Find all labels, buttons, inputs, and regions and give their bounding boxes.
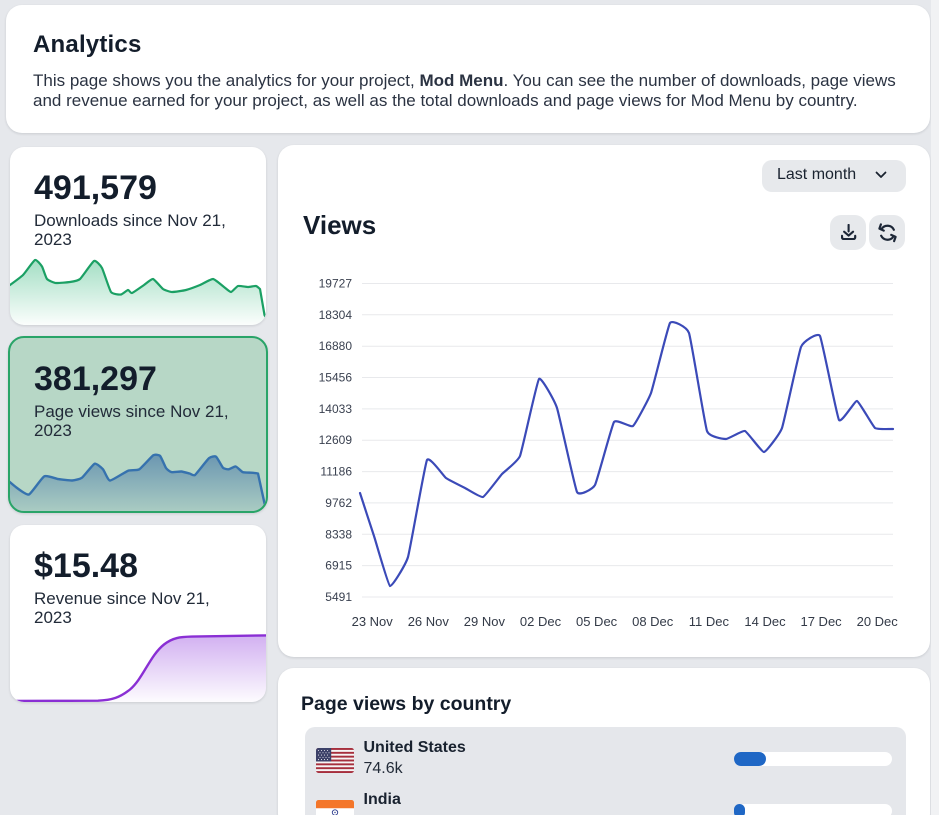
svg-text:29 Nov: 29 Nov xyxy=(464,614,506,629)
svg-text:02 Dec: 02 Dec xyxy=(520,614,562,629)
svg-text:19727: 19727 xyxy=(319,277,353,291)
svg-text:08 Dec: 08 Dec xyxy=(632,614,674,629)
svg-text:5491: 5491 xyxy=(325,590,352,604)
svg-text:05 Dec: 05 Dec xyxy=(576,614,618,629)
svg-text:20 Dec: 20 Dec xyxy=(857,614,899,629)
svg-text:16880: 16880 xyxy=(319,339,353,353)
svg-text:26 Nov: 26 Nov xyxy=(408,614,450,629)
svg-text:11186: 11186 xyxy=(320,465,352,479)
svg-text:6915: 6915 xyxy=(325,559,352,573)
svg-text:12609: 12609 xyxy=(319,433,353,447)
svg-text:18304: 18304 xyxy=(319,308,353,322)
svg-text:15456: 15456 xyxy=(319,371,353,385)
svg-text:17 Dec: 17 Dec xyxy=(800,614,842,629)
svg-text:8338: 8338 xyxy=(325,527,352,541)
svg-text:14 Dec: 14 Dec xyxy=(744,614,786,629)
svg-text:9762: 9762 xyxy=(325,496,352,510)
svg-text:11 Dec: 11 Dec xyxy=(689,614,730,629)
svg-text:14033: 14033 xyxy=(319,402,353,416)
svg-text:23 Nov: 23 Nov xyxy=(352,614,394,629)
